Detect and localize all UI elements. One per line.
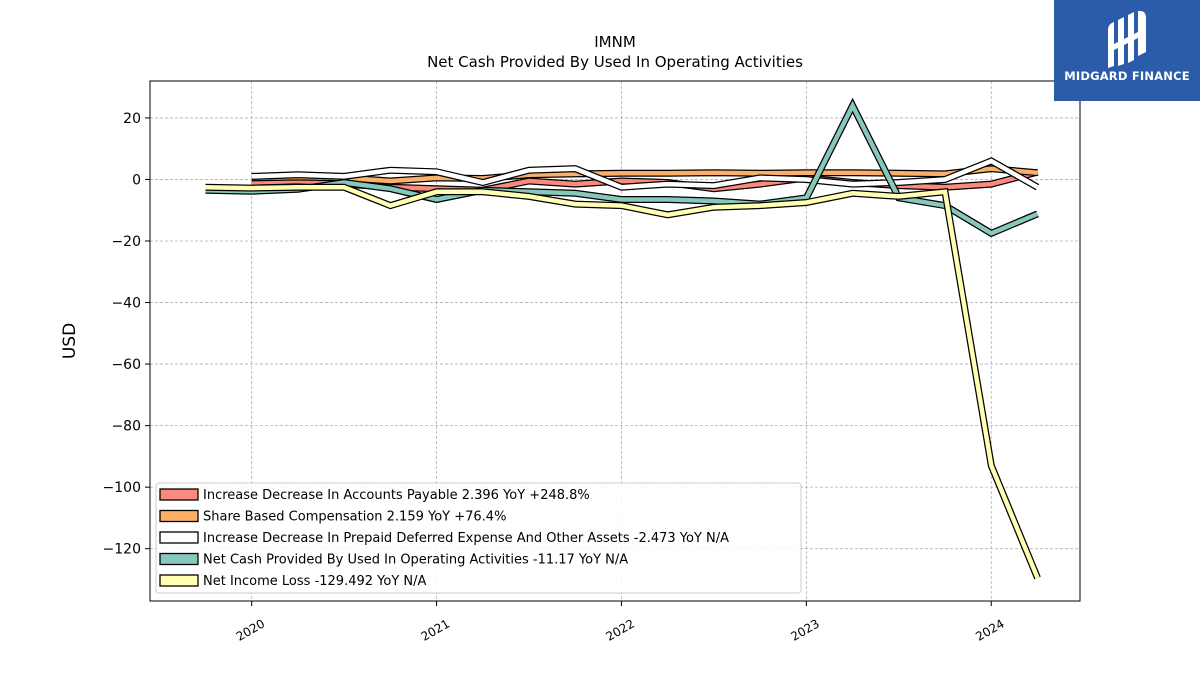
logo-text: MIDGARD FINANCE — [1064, 69, 1190, 83]
y-axis-label: USD — [60, 323, 80, 359]
legend-swatch — [159, 552, 199, 566]
y-tick-label: −60 — [111, 357, 141, 373]
series-line-outline — [205, 97, 1039, 238]
plot-frame — [149, 80, 1081, 602]
legend-label: Net Income Loss -129.492 YoY N/A — [203, 574, 426, 589]
y-tick-label: −40 — [111, 296, 141, 312]
series-line — [251, 158, 1039, 190]
legend-swatch — [159, 509, 199, 523]
x-tick-label: 2021 — [419, 616, 452, 643]
x-tick-label: 2022 — [604, 616, 637, 643]
legend-label: Increase Decrease In Prepaid Deferred Ex… — [203, 531, 729, 546]
y-tick-label: 0 — [132, 172, 141, 188]
plot-area — [205, 97, 1041, 580]
y-tick-label: −120 — [103, 542, 141, 558]
midgard-finance-logo: MIDGARD FINANCE — [1054, 0, 1200, 101]
legend: Increase Decrease In Accounts Payable 2.… — [155, 482, 802, 594]
series-line — [205, 100, 1039, 236]
series-line — [251, 166, 1038, 184]
y-tick-label: 20 — [123, 111, 141, 127]
chart-subtitle: Net Cash Provided By Used In Operating A… — [427, 53, 803, 71]
legend-label: Share Based Compensation 2.159 YoY +76.4… — [203, 510, 506, 525]
x-tick-label: 2023 — [788, 616, 821, 643]
x-tick-label: 2024 — [973, 616, 1006, 643]
logo-mark-icon — [1108, 10, 1146, 68]
legend-swatch — [159, 488, 199, 501]
chart-title: IMNM — [594, 33, 636, 51]
y-tick-label: −20 — [111, 234, 141, 250]
legend-box — [155, 482, 802, 594]
y-tick-label: −100 — [103, 480, 141, 496]
y-tick-label: −80 — [111, 419, 141, 435]
x-tick-label: 2020 — [234, 616, 267, 643]
series-line — [205, 184, 1040, 579]
legend-label: Increase Decrease In Accounts Payable 2.… — [203, 488, 590, 503]
legend-swatch — [159, 574, 199, 587]
legend-swatch — [159, 531, 199, 544]
legend-label: Net Cash Provided By Used In Operating A… — [203, 553, 628, 568]
